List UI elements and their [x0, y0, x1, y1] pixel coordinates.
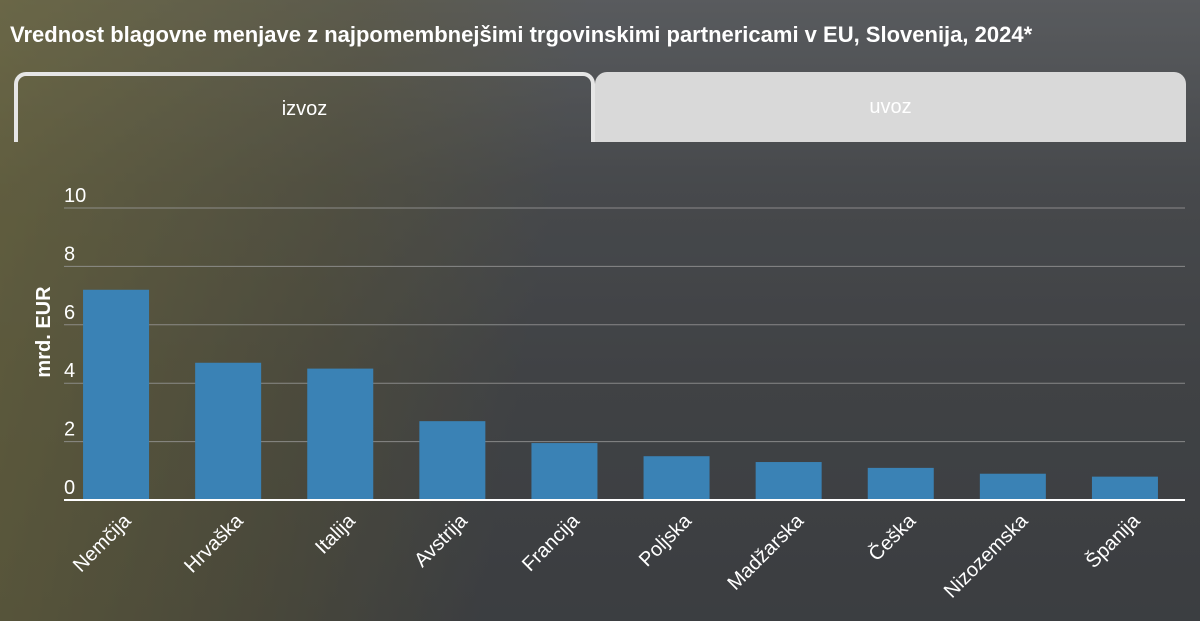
y-axis-label: mrd. EUR — [33, 286, 55, 378]
y-tick-label: 8 — [64, 243, 75, 265]
y-tick-label: 2 — [64, 419, 75, 441]
x-tick-label: Hrvaška — [180, 509, 248, 577]
y-tick-label: 4 — [64, 360, 75, 382]
bar — [1091, 476, 1158, 500]
x-tick-label: Francija — [518, 509, 584, 575]
bar — [531, 443, 598, 500]
x-tick-label: Nemčija — [69, 509, 136, 576]
bar — [419, 421, 486, 500]
bar — [979, 473, 1046, 500]
bar — [755, 462, 822, 500]
y-tick-label: 10 — [64, 185, 86, 207]
tab-bar: izvoz uvoz — [14, 72, 1186, 142]
chart-title: Vrednost blagovne menjave z najpomembnej… — [10, 22, 1033, 47]
bar — [83, 289, 150, 500]
tab-izvoz[interactable]: izvoz — [14, 72, 595, 142]
x-tick-label: Italija — [311, 509, 360, 558]
bar — [195, 362, 262, 500]
tab-uvoz[interactable]: uvoz — [595, 72, 1186, 142]
x-tick-label: Španija — [1081, 509, 1145, 573]
x-tick-label: Češka — [864, 509, 921, 566]
bar — [867, 467, 934, 500]
y-tick-label: 6 — [64, 302, 75, 324]
bar — [643, 456, 710, 500]
x-tick-label: Poljska — [635, 509, 697, 571]
x-tick-label: Madžarska — [723, 509, 808, 594]
bar — [307, 368, 374, 500]
x-tick-label: Nizozemska — [940, 509, 1033, 602]
x-tick-label: Avstrija — [410, 509, 472, 571]
y-tick-label: 0 — [64, 477, 75, 499]
